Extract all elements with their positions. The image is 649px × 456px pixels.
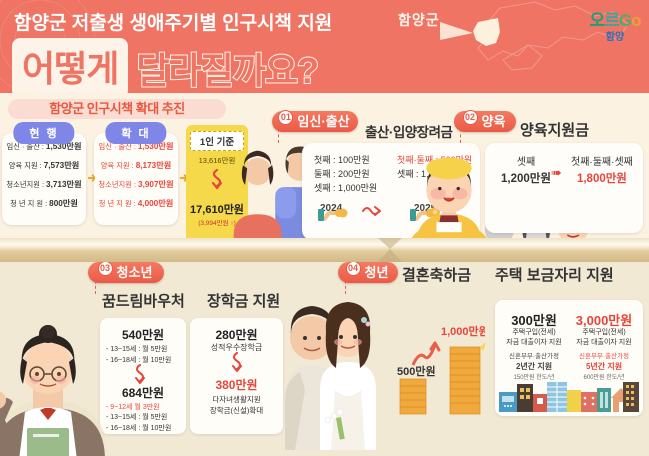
svg-text:1,000만원: 1,000만원	[441, 324, 485, 338]
svg-text:500만원: 500만원	[397, 364, 436, 378]
